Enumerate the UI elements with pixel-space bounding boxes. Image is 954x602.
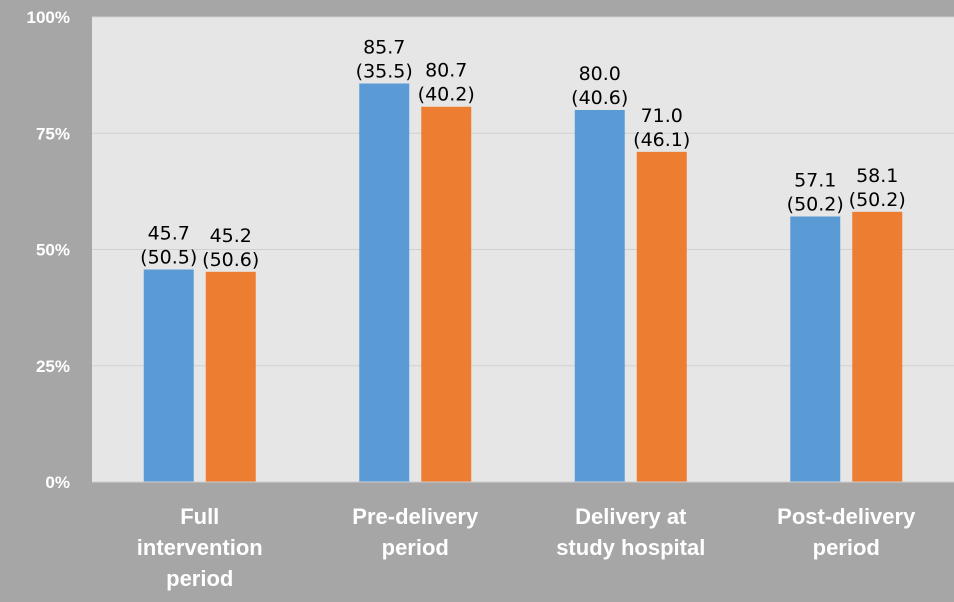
- x-tick-label: Pre-delivery: [352, 504, 479, 529]
- bars: [143, 83, 903, 483]
- data-label-value: 57.1: [794, 169, 836, 191]
- y-tick-label: 75%: [36, 124, 70, 143]
- x-tick-label: Delivery at: [575, 504, 687, 529]
- x-tick-label: period: [813, 535, 880, 560]
- data-label-value: 58.1: [856, 165, 898, 187]
- bar: [359, 83, 410, 483]
- bar: [852, 211, 903, 482]
- x-tick-label: intervention: [137, 535, 263, 560]
- data-label-sd: (50.5): [140, 246, 197, 268]
- bar: [421, 106, 472, 483]
- data-label-value: 85.7: [363, 36, 405, 58]
- data-label-sd: (50.2): [787, 193, 844, 215]
- data-label-value: 80.0: [579, 63, 621, 85]
- x-tick-label: period: [382, 535, 449, 560]
- data-label-value: 71.0: [641, 105, 683, 127]
- x-tick-label: study hospital: [556, 535, 705, 560]
- bar: [636, 151, 687, 482]
- data-label-value: 45.2: [210, 225, 252, 247]
- x-axis: Full intervention period Pre-delivery period…: [92, 481, 954, 591]
- y-tick-label: 0%: [45, 473, 70, 492]
- x-tick-label: Post-delivery: [777, 504, 916, 529]
- data-label-sd: (50.6): [202, 249, 259, 271]
- data-label-sd: (46.1): [633, 129, 690, 151]
- x-tick-label: period: [166, 566, 233, 591]
- data-label-sd: (40.6): [571, 87, 628, 109]
- data-label-value: 80.7: [425, 60, 467, 82]
- bar: [205, 271, 256, 482]
- data-label-sd: (50.2): [849, 189, 906, 211]
- bar: [143, 269, 194, 482]
- y-tick-label: 25%: [36, 357, 70, 376]
- y-tick-label: 50%: [36, 241, 70, 260]
- data-label-value: 45.7: [148, 222, 190, 244]
- data-label-sd: (35.5): [356, 60, 413, 82]
- data-label-sd: (40.2): [418, 84, 475, 106]
- y-axis: 0% 25% 50% 75% 100%: [27, 8, 70, 492]
- y-tick-label: 100%: [27, 8, 70, 27]
- bar: [790, 216, 841, 483]
- data-labels: 45.7(50.5) 45.2(50.6) 85.7(35.5) 80.7(40.2)…: [140, 36, 906, 270]
- x-tick-label: Full: [180, 504, 219, 529]
- bar: [574, 110, 625, 482]
